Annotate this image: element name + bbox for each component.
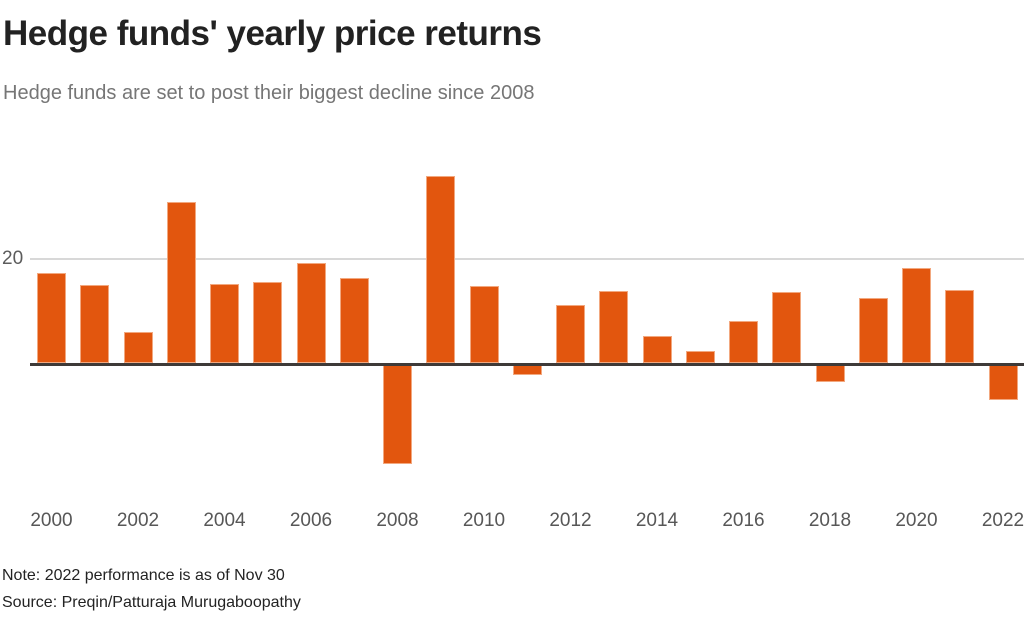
bar-2005 (253, 282, 283, 363)
x-tick-2012: 2012 (549, 510, 592, 531)
x-tick-2000: 2000 (30, 510, 73, 531)
bar-2016 (729, 321, 758, 363)
bar-2002 (123, 331, 153, 363)
x-tick-2002: 2002 (116, 510, 160, 531)
bar-2015 (685, 350, 715, 363)
chart-note: Note: 2022 performance is as of Nov 30 (2, 567, 285, 584)
x-tick-2022: 2022 (981, 510, 1024, 531)
bar-2021 (945, 290, 975, 363)
x-tick-2004: 2004 (203, 510, 246, 531)
x-tick-2014: 2014 (635, 510, 679, 531)
bar-2000 (37, 272, 66, 363)
bar-2013 (599, 290, 629, 363)
x-axis-baseline (30, 363, 1024, 366)
chart-source: Source: Preqin/Patturaja Murugaboopathy (2, 594, 301, 611)
bar-2012 (556, 304, 585, 363)
bar-2019 (858, 298, 888, 363)
bar-2001 (80, 285, 110, 363)
chart-subtitle: Hedge funds are set to post their bigges… (3, 82, 535, 104)
gridline-20 (30, 258, 1024, 260)
bar-2022 (988, 364, 1018, 400)
y-axis-tick-label-20: 20 (2, 248, 24, 269)
bar-2010 (469, 286, 499, 363)
bar-2003 (166, 201, 196, 363)
bar-2017 (772, 291, 802, 363)
bar-2009 (426, 175, 456, 363)
bar-2004 (210, 283, 239, 363)
x-tick-2010: 2010 (462, 510, 506, 531)
x-tick-2006: 2006 (289, 510, 333, 531)
bar-2014 (642, 336, 672, 363)
bar-2007 (339, 277, 369, 363)
bar-2008 (383, 364, 412, 464)
bar-2006 (296, 263, 326, 363)
bar-2018 (815, 364, 845, 383)
x-tick-2018: 2018 (808, 510, 852, 531)
chart-title: Hedge funds' yearly price returns (3, 14, 542, 53)
bar-2020 (902, 267, 931, 363)
x-tick-2020: 2020 (895, 510, 938, 531)
x-tick-2008: 2008 (376, 510, 419, 531)
x-tick-2016: 2016 (722, 510, 765, 531)
